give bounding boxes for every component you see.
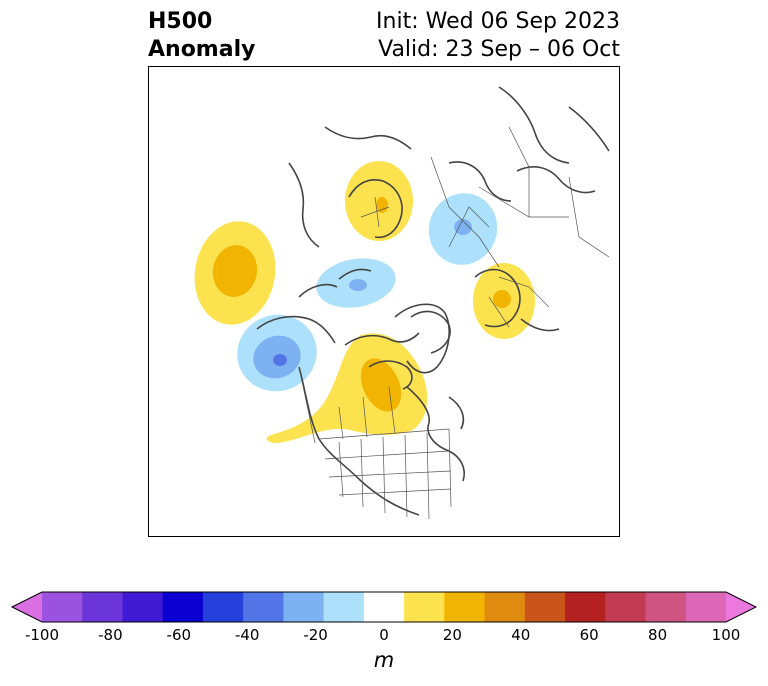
init-date: Init: Wed 06 Sep 2023 (376, 9, 620, 34)
colorbar-tick-label: 40 (511, 626, 531, 644)
colorbar-segment (323, 592, 365, 622)
anomaly-siberia-negative-core (349, 279, 367, 291)
colorbar-tick-label: -60 (166, 626, 192, 644)
polar-map (148, 66, 620, 537)
colorbar-tick-label: 20 (442, 626, 462, 644)
colorbar (10, 591, 758, 623)
colorbar-segment (444, 592, 486, 622)
anomaly-scandinavia-positive-core (376, 197, 388, 213)
colorbar-tick-label: 80 (648, 626, 668, 644)
colorbar-tick-label: 0 (379, 626, 389, 644)
colorbar-segment (565, 592, 606, 622)
colorbar-segment (202, 592, 244, 622)
colorbar-tick-label: 100 (711, 626, 741, 644)
title-subtitle: Anomaly (148, 37, 256, 62)
colorbar-outline (10, 591, 758, 623)
anomaly-easteurope-positive-core (493, 290, 511, 308)
colorbar-segment (162, 592, 204, 622)
colorbar-segment (605, 592, 647, 622)
colorbar-segment (42, 592, 83, 622)
colorbar-segment (283, 592, 325, 622)
colorbar-tick-label: -40 (234, 626, 260, 644)
anomaly-russia-negative-core (454, 219, 472, 235)
map-svg (194, 86, 610, 520)
colorbar-segment (243, 592, 284, 622)
colorbar-segment (82, 592, 123, 622)
anomaly-canada-positive-core (360, 358, 402, 412)
colorbar-segment (484, 592, 526, 622)
colorbar-tick-label: 60 (579, 626, 599, 644)
colorbar-segment (685, 592, 727, 622)
colorbar-unit-label: m (373, 648, 395, 672)
colorbar-tick-label: -100 (24, 626, 60, 644)
colorbar-segment (122, 592, 164, 622)
colorbar-tick-label: -80 (98, 626, 123, 644)
colorbar-extend-min (12, 592, 42, 622)
title-variable: H500 (148, 9, 213, 34)
colorbar-segment (645, 592, 687, 622)
map-date-info: Init: Wed 06 Sep 2023 Valid: 23 Sep – 06… (376, 8, 620, 64)
anomaly-pacific-positive-core (212, 245, 258, 297)
coastlines (256, 86, 610, 516)
colorbar-segment (404, 592, 445, 622)
valid-range: Valid: 23 Sep – 06 Oct (378, 37, 620, 62)
colorbar-ticks: -100 -80 -60 -40 -20 0 20 40 60 80 100 (0, 626, 768, 646)
anomaly-alaska-negative-core (273, 354, 287, 366)
colorbar-tick-label: -20 (303, 626, 328, 644)
borders (298, 126, 610, 520)
anomaly-shading (194, 161, 535, 443)
colorbar-extend-max (726, 592, 756, 622)
colorbar-segment (524, 592, 566, 622)
colorbar-segment (363, 592, 405, 622)
map-title: H500 Anomaly (148, 8, 255, 64)
